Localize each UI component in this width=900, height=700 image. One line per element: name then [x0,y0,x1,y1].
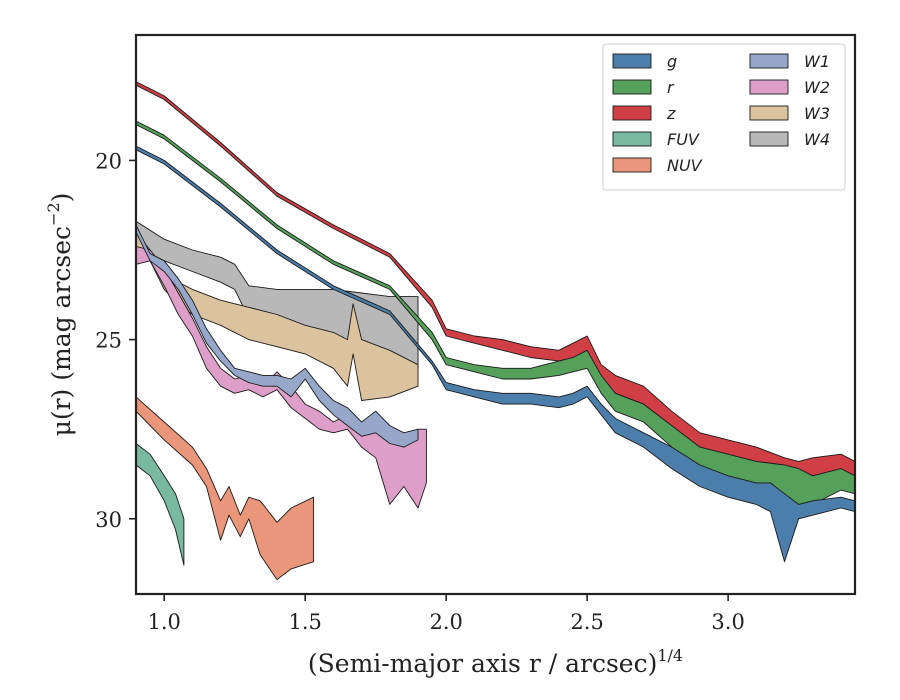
band-nuv [136,396,315,581]
legend-label-w1: W1 [804,52,830,71]
legend-swatch-w2 [749,79,789,95]
x-tick-label: 2.5 [570,610,603,634]
x-tick-label: 1.5 [288,610,321,634]
band-layer [136,81,855,581]
y-axis-title-close: ) [47,193,76,203]
y-axis-title-main: μ(r) (mag arcsec [47,226,76,436]
x-axis-title-main: (Semi-major axis r / arcsec) [308,649,657,678]
legend-swatch-z [612,105,652,121]
legend-swatch-w1 [749,53,789,69]
x-tick-label: 2.0 [429,610,462,634]
legend-label-w4: W4 [804,130,830,149]
legend-swatch-g [612,53,652,69]
legend-label-z: z [666,104,676,123]
y-tick-label: 20 [95,149,122,173]
x-axis-title-exponent: 1/4 [657,646,683,665]
y-axis-ticks: 20 25 30 [95,149,136,532]
legend-label-g: g [667,52,677,71]
legend: grz FUV NUV W1 W2 W3 W4 [602,43,846,191]
x-tick-label: 1.0 [147,610,180,634]
band-r [136,120,855,513]
x-axis-ticks: 1.0 1.5 2.0 2.5 3.0 [147,594,745,634]
legend-swatch-w3 [749,105,789,121]
legend-label-nuv: NUV [667,156,703,175]
legend-swatch-w4 [749,131,789,147]
band-g [136,145,855,563]
y-axis-title-exponent: −2 [44,202,63,226]
plot-frame [134,33,857,596]
legend-swatch-fuv [612,131,652,147]
y-tick-label: 25 [95,329,122,353]
legend-swatch-r [612,79,652,95]
x-axis-title: (Semi-major axis r / arcsec)1/4 [308,646,683,678]
y-axis-title: μ(r) (mag arcsec−2) [44,193,76,437]
legend-label-fuv: FUV [667,130,700,149]
band-fuv [136,443,185,566]
legend-label-r: r [667,78,675,97]
legend-label-w2: W2 [804,78,830,97]
x-tick-label: 3.0 [711,610,744,634]
band-z [136,81,855,487]
y-tick-label: 30 [95,508,122,532]
legend-label-w3: W3 [804,104,830,123]
band-w1 [136,224,419,448]
legend-swatch-nuv [612,157,652,173]
